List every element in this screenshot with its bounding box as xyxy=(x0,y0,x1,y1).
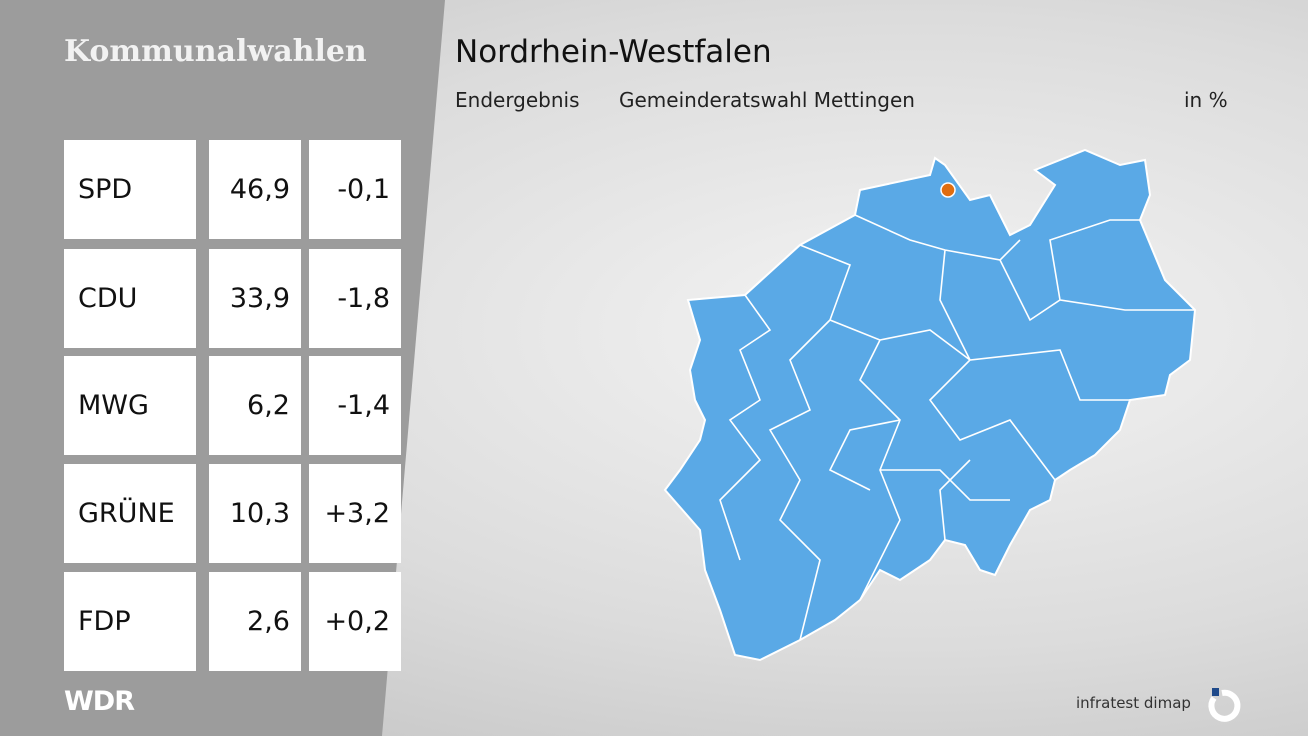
change-cell: +3,2 xyxy=(309,464,401,563)
party-cell: SPD xyxy=(64,140,196,239)
change-cell: +0,2 xyxy=(309,572,401,671)
result-cell: 33,9 xyxy=(209,249,301,348)
source-logo xyxy=(1208,688,1241,722)
election-name: Gemeinderatswahl Mettingen xyxy=(619,88,915,112)
change-cell: -0,1 xyxy=(309,140,401,239)
change-cell: -1,4 xyxy=(309,356,401,455)
section-title: Kommunalwahlen xyxy=(64,34,367,69)
status: Endergebnis xyxy=(455,88,580,112)
map xyxy=(663,148,1197,662)
unit: in % xyxy=(1184,88,1228,112)
party-cell: MWG xyxy=(64,356,196,455)
party-cell: CDU xyxy=(64,249,196,348)
broadcaster-logo: WDR xyxy=(64,686,135,717)
change-cell: -1,8 xyxy=(309,249,401,348)
result-cell: 6,2 xyxy=(209,356,301,455)
party-cell: FDP xyxy=(64,572,196,671)
party-cell: GRÜNE xyxy=(64,464,196,563)
result-cell: 2,6 xyxy=(209,572,301,671)
result-cell: 46,9 xyxy=(209,140,301,239)
result-cell: 10,3 xyxy=(209,464,301,563)
title: Nordrhein-Westfalen xyxy=(455,34,772,70)
location-marker xyxy=(940,182,956,198)
source: infratest dimap xyxy=(1076,694,1191,712)
